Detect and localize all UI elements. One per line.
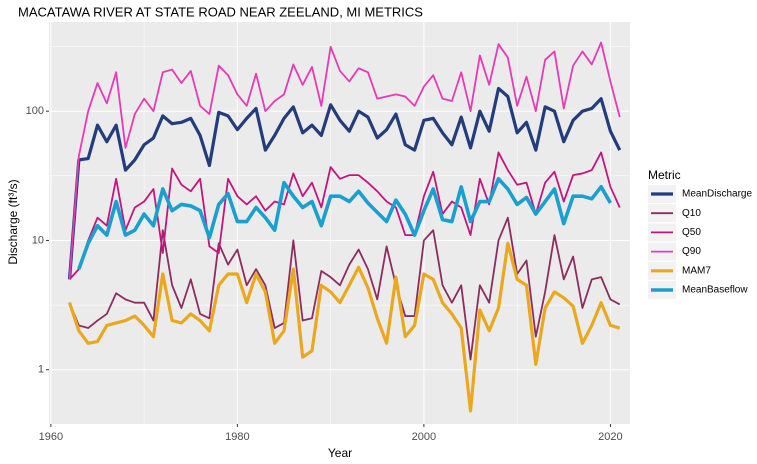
legend-label: Q10 <box>682 208 701 219</box>
legend-label: Q90 <box>682 246 701 257</box>
x-tick-label: 2000 <box>412 431 436 443</box>
series-line <box>68 151 621 280</box>
legend-label: MeanBaseflow <box>682 285 748 296</box>
x-tick-label: 2020 <box>598 431 622 443</box>
series-line <box>68 41 621 280</box>
legend-label: MAM7 <box>682 265 711 276</box>
y-tick-label: 1 <box>38 364 44 376</box>
legend-title: Metric <box>648 168 681 182</box>
series-line <box>67 241 621 413</box>
y-tick-label: 100 <box>26 105 44 117</box>
x-tick-label: 1980 <box>225 431 249 443</box>
series-line <box>77 176 612 270</box>
legend-label: Q50 <box>682 227 701 238</box>
plot-panel <box>49 22 630 424</box>
chart-title: MACATAWA RIVER AT STATE ROAD NEAR ZEELAN… <box>18 4 423 19</box>
y-axis-title: Discharge (ft³/s) <box>6 179 20 264</box>
legend-label: MeanDischarge <box>682 189 752 200</box>
y-tick-label: 10 <box>32 234 44 246</box>
x-axis-title: Year <box>328 446 352 460</box>
x-tick-label: 1960 <box>39 431 63 443</box>
series-line <box>67 86 622 280</box>
